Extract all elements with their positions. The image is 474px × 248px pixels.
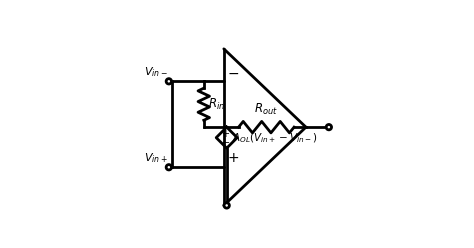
Text: $V_{in+}$: $V_{in+}$ [144,151,168,165]
Text: $-$: $-$ [227,65,239,79]
Text: $+$: $+$ [221,128,230,139]
Text: $R_{out}$: $R_{out}$ [255,101,278,117]
Text: $+$: $+$ [227,151,239,165]
Text: $-$: $-$ [220,136,230,147]
Circle shape [166,79,172,84]
Text: $A_{OL}(V_{in+} - V_{in-})$: $A_{OL}(V_{in+} - V_{in-})$ [232,132,318,145]
Text: $V_{in-}$: $V_{in-}$ [144,65,168,79]
Circle shape [326,124,331,130]
Circle shape [224,203,229,208]
Circle shape [166,165,172,170]
Text: $R_{in}$: $R_{in}$ [208,97,225,112]
